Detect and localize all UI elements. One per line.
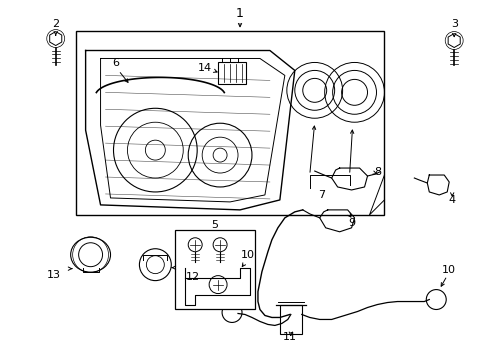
Bar <box>76 31 384 215</box>
Text: 10: 10 <box>241 250 254 260</box>
Text: 11: 11 <box>282 332 296 342</box>
Text: 13: 13 <box>47 270 61 280</box>
Text: 14: 14 <box>198 63 212 73</box>
Ellipse shape <box>71 237 110 272</box>
Text: 8: 8 <box>373 167 380 177</box>
Bar <box>279 305 301 334</box>
Text: 10: 10 <box>441 265 455 275</box>
Text: 4: 4 <box>447 195 455 205</box>
Text: 7: 7 <box>318 190 325 200</box>
Text: 1: 1 <box>236 7 244 20</box>
Text: 9: 9 <box>347 218 354 228</box>
Bar <box>175 230 254 310</box>
Text: 6: 6 <box>112 58 119 68</box>
Bar <box>218 62 245 84</box>
Text: 3: 3 <box>450 19 457 28</box>
Text: 2: 2 <box>52 19 59 28</box>
Text: 12: 12 <box>186 272 200 282</box>
Text: 5: 5 <box>211 220 218 230</box>
